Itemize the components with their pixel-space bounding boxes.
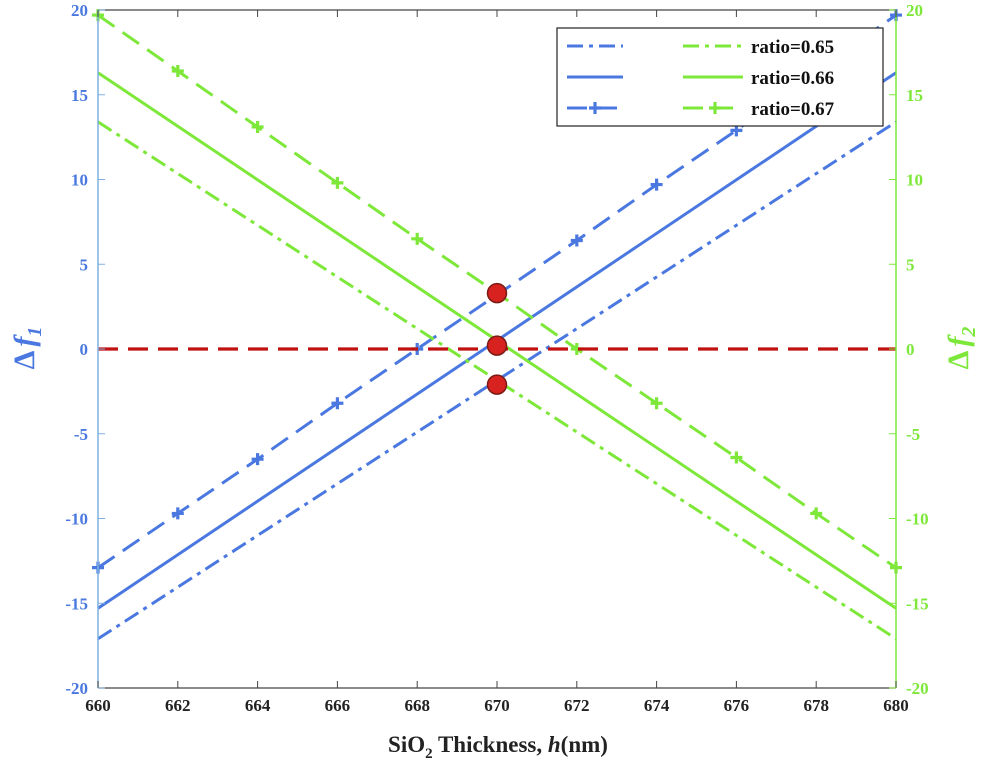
highlight-point-3: [486, 374, 508, 395]
x-axis-title-subscript: 2: [425, 746, 433, 762]
series-6-marker-4: [331, 176, 344, 189]
y-right-tick-label-9: -20: [906, 679, 929, 698]
series-line-4: [97, 120, 897, 641]
x-tick-label-7: 672: [564, 696, 590, 715]
y-axis-right-title: Δf2: [942, 327, 980, 370]
y-right-title-delta: Δ: [942, 350, 975, 369]
y-right-tick-label-1: 20: [906, 1, 923, 20]
x-tick-label-8: 674: [644, 696, 670, 715]
y-left-tick-label-5: 0: [80, 340, 89, 359]
series-6-marker-3: [251, 120, 264, 133]
x-axis-title-part-2: Thickness,: [433, 732, 548, 757]
y-right-title-variable: f: [942, 334, 975, 347]
x-tick-label-10: 678: [803, 696, 829, 715]
plot-area: [92, 9, 902, 641]
series-line-1: [97, 120, 897, 641]
x-axis-title: SiO2 Thickness, h(nm): [388, 732, 608, 762]
y-left-title-subscript: 1: [24, 327, 46, 337]
series-6-marker-5: [411, 232, 424, 245]
legend-label-1: ratio=0.65: [751, 37, 834, 58]
legend-label-3: ratio=0.67: [751, 99, 835, 120]
series-3-marker-2: [171, 507, 184, 520]
x-tick-label-9: 676: [724, 696, 750, 715]
x-tick-label-1: 660: [85, 696, 111, 715]
x-tick-label-2: 662: [165, 696, 191, 715]
series-3-marker-3: [251, 453, 264, 466]
y-right-tick-label-4: 5: [906, 255, 915, 274]
y-right-tick-label-5: 0: [906, 340, 915, 359]
x-axis-title-part-1: SiO: [388, 732, 425, 757]
y-left-title-variable: f: [8, 334, 41, 347]
legend-marker-left-3: [589, 102, 601, 114]
y-right-tick-label-3: 10: [906, 171, 923, 190]
x-tick-label-4: 666: [325, 696, 351, 715]
y-left-tick-label-8: -15: [65, 594, 88, 613]
series-6-marker-2: [171, 65, 184, 78]
tick-labels: 660 662 664 666 668 670 672 674 676 678 680 20 20 15 1…: [65, 1, 928, 715]
y-left-tick-label-2: 15: [71, 86, 88, 105]
y-right-tick-label-6: -5: [906, 425, 920, 444]
x-axis-title-variable: h: [548, 732, 561, 757]
x-tick-label-11: 680: [883, 696, 909, 715]
y-right-tick-label-8: -15: [906, 594, 929, 613]
y-left-tick-label-9: -20: [65, 679, 88, 698]
y-left-title-delta: Δ: [8, 350, 41, 369]
series-6-marker-8: [650, 397, 663, 410]
highlight-point-2: [486, 335, 508, 356]
y-left-tick-label-4: 5: [80, 255, 89, 274]
x-tick-label-5: 668: [404, 696, 430, 715]
highlight-point-1: [486, 282, 508, 304]
y-right-title-subscript: 2: [958, 327, 980, 338]
legend-marker-right-3: [709, 102, 721, 114]
series-3-marker-7: [570, 234, 583, 247]
x-tick-label-6: 670: [484, 696, 510, 715]
y-axis-left-title: Δf1: [8, 327, 46, 370]
legend: ratio=0.65 ratio=0.66 ratio=0.67: [556, 27, 884, 127]
series-6-marker-9: [730, 451, 743, 464]
series-6-marker-10: [810, 507, 823, 520]
x-tick-label-3: 664: [245, 696, 271, 715]
series-3-marker-4: [331, 397, 344, 410]
axes: [97, 9, 897, 689]
y-right-tick-label-7: -10: [906, 510, 929, 529]
y-right-tick-label-2: 15: [906, 86, 923, 105]
y-left-tick-label-6: -5: [74, 425, 88, 444]
y-left-tick-label-1: 20: [71, 1, 88, 20]
x-axis-title-unit: (nm): [561, 732, 608, 757]
series-3-marker-8: [650, 178, 663, 191]
y-left-tick-label-7: -10: [65, 510, 88, 529]
y-left-tick-label-3: 10: [71, 171, 88, 190]
legend-label-2: ratio=0.66: [751, 68, 834, 89]
